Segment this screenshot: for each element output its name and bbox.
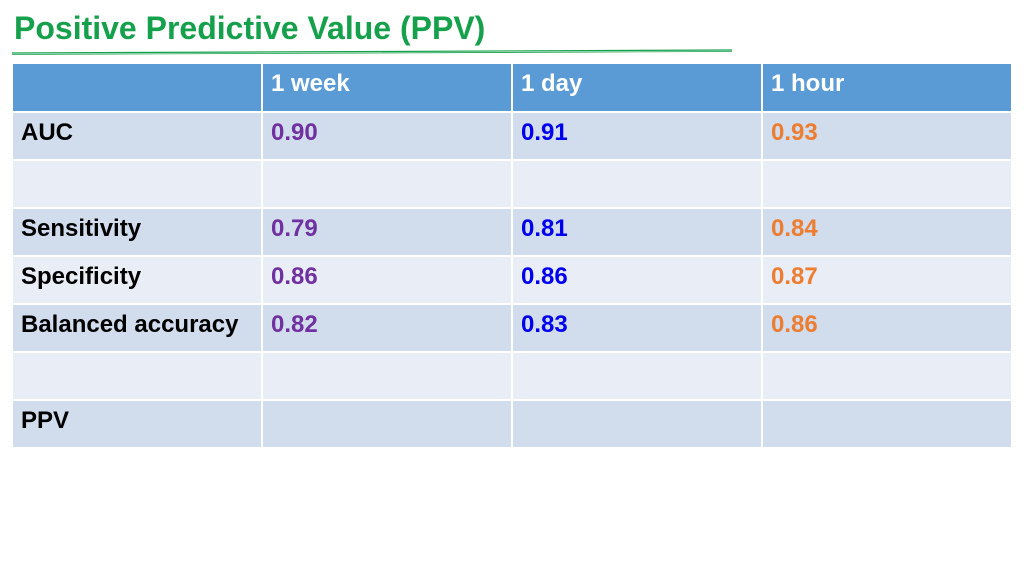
value-1-week	[262, 352, 513, 401]
table-header-row: 1 week 1 day 1 hour	[13, 64, 1011, 113]
row-label: AUC	[13, 112, 263, 161]
value-1-hour: 0.93	[762, 112, 1011, 161]
header-corner-cell	[13, 64, 263, 113]
row-label: Balanced accuracy	[13, 304, 263, 353]
row-label	[13, 352, 263, 401]
row-label: Sensitivity	[13, 208, 263, 257]
table-row-auc: AUC 0.90 0.91 0.93	[13, 112, 1011, 161]
value-1-day	[512, 400, 763, 449]
table-row-balanced-accuracy: Balanced accuracy 0.82 0.83 0.86	[13, 304, 1011, 353]
value-1-day	[512, 352, 763, 401]
table-row-spacer	[13, 160, 1011, 209]
slide-title: Positive Predictive Value (PPV)	[14, 10, 486, 46]
value-1-week: 0.90	[262, 112, 513, 161]
value-1-week: 0.86	[262, 256, 513, 305]
row-label: PPV	[13, 400, 263, 449]
value-1-day	[512, 160, 763, 209]
table-row-spacer	[13, 352, 1011, 401]
metrics-table: 1 week 1 day 1 hour AUC 0.90 0.91 0.93 S…	[13, 64, 1011, 449]
value-1-hour	[762, 400, 1011, 449]
header-1-day: 1 day	[512, 64, 763, 113]
value-1-hour: 0.86	[762, 304, 1011, 353]
header-1-hour: 1 hour	[762, 64, 1011, 113]
value-1-day: 0.86	[512, 256, 763, 305]
value-1-hour: 0.84	[762, 208, 1011, 257]
table-row-ppv: PPV	[13, 400, 1011, 449]
value-1-week	[262, 400, 513, 449]
value-1-hour	[762, 352, 1011, 401]
row-label	[13, 160, 263, 209]
table-row-specificity: Specificity 0.86 0.86 0.87	[13, 256, 1011, 305]
value-1-day: 0.81	[512, 208, 763, 257]
row-label: Specificity	[13, 256, 263, 305]
value-1-week: 0.79	[262, 208, 513, 257]
value-1-day: 0.91	[512, 112, 763, 161]
value-1-week: 0.82	[262, 304, 513, 353]
title-underline	[11, 49, 733, 55]
value-1-hour: 0.87	[762, 256, 1011, 305]
value-1-day: 0.83	[512, 304, 763, 353]
table-row-sensitivity: Sensitivity 0.79 0.81 0.84	[13, 208, 1011, 257]
header-1-week: 1 week	[262, 64, 513, 113]
value-1-hour	[762, 160, 1011, 209]
value-1-week	[262, 160, 513, 209]
